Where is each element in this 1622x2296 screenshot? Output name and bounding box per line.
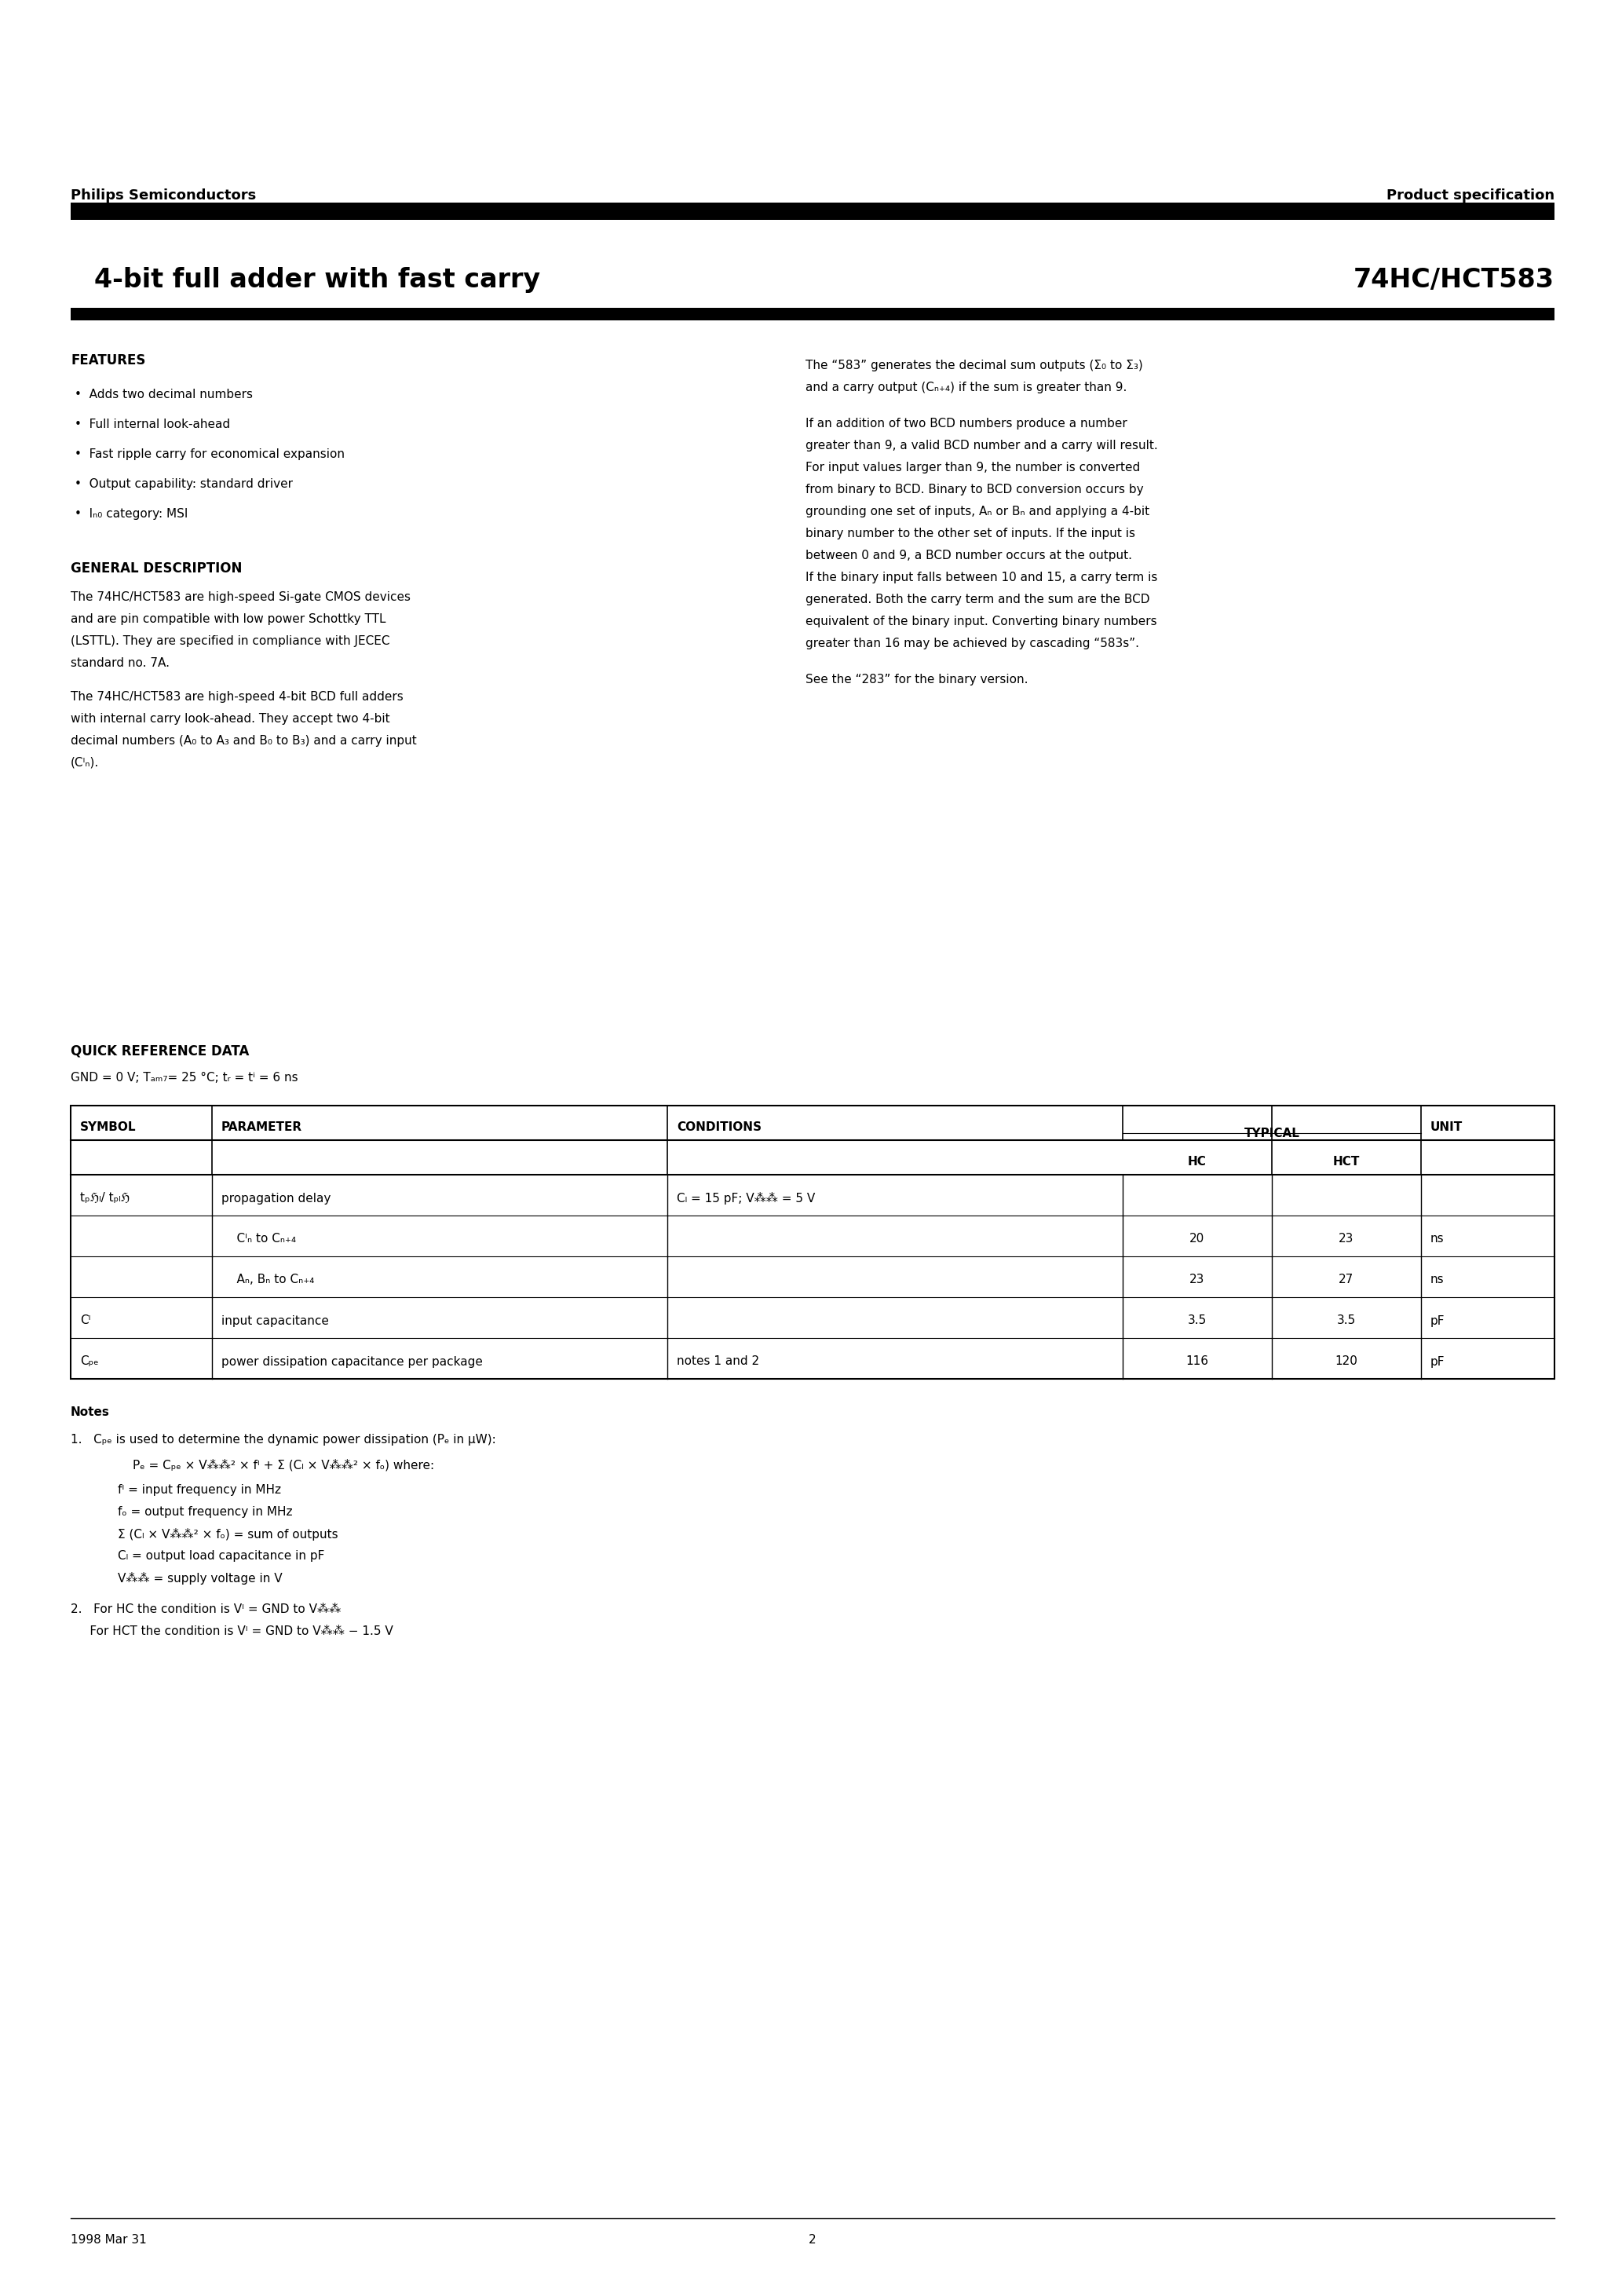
Text: 23: 23 [1338, 1233, 1354, 1244]
Text: 20: 20 [1189, 1233, 1205, 1244]
FancyBboxPatch shape [71, 202, 1554, 220]
Text: GENERAL DESCRIPTION: GENERAL DESCRIPTION [71, 563, 242, 576]
Text: (Cᴵₙ).: (Cᴵₙ). [71, 758, 99, 769]
Text: decimal numbers (A₀ to A₃ and B₀ to B₃) and a carry input: decimal numbers (A₀ to A₃ and B₀ to B₃) … [71, 735, 417, 746]
Text: 74HC/HCT583: 74HC/HCT583 [1353, 266, 1554, 294]
Text: UNIT: UNIT [1431, 1123, 1463, 1134]
Text: •  Fast ripple carry for economical expansion: • Fast ripple carry for economical expan… [75, 448, 344, 459]
Text: The “583” generates the decimal sum outputs (Σ₀ to Σ₃): The “583” generates the decimal sum outp… [805, 360, 1142, 372]
FancyBboxPatch shape [71, 308, 1554, 321]
Text: greater than 9, a valid BCD number and a carry will result.: greater than 9, a valid BCD number and a… [805, 441, 1158, 452]
Text: 3.5: 3.5 [1187, 1316, 1207, 1327]
Text: TYPICAL: TYPICAL [1244, 1127, 1299, 1139]
Text: (LSTTL). They are specified in compliance with JECEC: (LSTTL). They are specified in complianc… [71, 636, 389, 647]
Text: QUICK REFERENCE DATA: QUICK REFERENCE DATA [71, 1045, 250, 1058]
Text: Cᴵ: Cᴵ [79, 1316, 91, 1327]
Text: binary number to the other set of inputs. If the input is: binary number to the other set of inputs… [805, 528, 1135, 540]
Text: HC: HC [1187, 1157, 1207, 1169]
Text: grounding one set of inputs, Aₙ or Bₙ and applying a 4-bit: grounding one set of inputs, Aₙ or Bₙ an… [805, 505, 1148, 517]
Text: SYMBOL: SYMBOL [79, 1123, 136, 1134]
Text: PARAMETER: PARAMETER [221, 1123, 302, 1134]
Text: V⁂⁂ = supply voltage in V: V⁂⁂ = supply voltage in V [118, 1573, 282, 1584]
Text: For HCT the condition is Vᴵ = GND to V⁂⁂ − 1.5 V: For HCT the condition is Vᴵ = GND to V⁂⁂… [71, 1626, 393, 1637]
Text: tₚℌₗ/ tₚₗℌ: tₚℌₗ/ tₚₗℌ [79, 1192, 130, 1203]
Text: •  Iₙ₀ category: MSI: • Iₙ₀ category: MSI [75, 507, 188, 519]
Text: 1998 Mar 31: 1998 Mar 31 [71, 2234, 146, 2245]
Text: CONDITIONS: CONDITIONS [676, 1123, 762, 1134]
Text: ns: ns [1431, 1233, 1444, 1244]
Text: standard no. 7A.: standard no. 7A. [71, 657, 170, 668]
Text: Philips Semiconductors: Philips Semiconductors [71, 188, 256, 202]
Text: equivalent of the binary input. Converting binary numbers: equivalent of the binary input. Converti… [805, 615, 1156, 627]
Text: •  Full internal look-ahead: • Full internal look-ahead [75, 418, 230, 429]
Text: If an addition of two BCD numbers produce a number: If an addition of two BCD numbers produc… [805, 418, 1127, 429]
Text: Σ (Cₗ × V⁂⁂² × fₒ) = sum of outputs: Σ (Cₗ × V⁂⁂² × fₒ) = sum of outputs [118, 1529, 337, 1541]
Text: with internal carry look-ahead. They accept two 4-bit: with internal carry look-ahead. They acc… [71, 714, 389, 726]
Text: 23: 23 [1189, 1274, 1205, 1286]
Text: Cₗ = 15 pF; V⁂⁂ = 5 V: Cₗ = 15 pF; V⁂⁂ = 5 V [676, 1192, 816, 1205]
Text: Aₙ, Bₙ to Cₙ₊₄: Aₙ, Bₙ to Cₙ₊₄ [221, 1274, 315, 1286]
Text: propagation delay: propagation delay [221, 1192, 331, 1203]
Text: Product specification: Product specification [1387, 188, 1554, 202]
Text: 116: 116 [1186, 1355, 1208, 1368]
Text: pF: pF [1431, 1316, 1445, 1327]
Text: fₒ = output frequency in MHz: fₒ = output frequency in MHz [118, 1506, 292, 1518]
Text: •  Adds two decimal numbers: • Adds two decimal numbers [75, 388, 253, 400]
Text: The 74HC/HCT583 are high-speed Si-gate CMOS devices: The 74HC/HCT583 are high-speed Si-gate C… [71, 592, 410, 604]
Text: Cₗ = output load capacitance in pF: Cₗ = output load capacitance in pF [118, 1550, 324, 1561]
Text: Cₚₑ: Cₚₑ [79, 1355, 99, 1368]
Text: 1.   Cₚₑ is used to determine the dynamic power dissipation (Pₑ in μW):: 1. Cₚₑ is used to determine the dynamic … [71, 1433, 496, 1446]
Text: For input values larger than 9, the number is converted: For input values larger than 9, the numb… [805, 461, 1140, 473]
Text: Pₑ = Cₚₑ × V⁂⁂² × fᴵ + Σ (Cₗ × V⁂⁂² × fₒ) where:: Pₑ = Cₚₑ × V⁂⁂² × fᴵ + Σ (Cₗ × V⁂⁂² × fₒ… [102, 1458, 435, 1472]
Text: greater than 16 may be achieved by cascading “583s”.: greater than 16 may be achieved by casca… [805, 638, 1139, 650]
Text: ns: ns [1431, 1274, 1444, 1286]
Text: notes 1 and 2: notes 1 and 2 [676, 1355, 759, 1368]
Text: and are pin compatible with low power Schottky TTL: and are pin compatible with low power Sc… [71, 613, 386, 625]
Text: GND = 0 V; Tₐₘ₇= 25 °C; tᵣ = tⁱ = 6 ns: GND = 0 V; Tₐₘ₇= 25 °C; tᵣ = tⁱ = 6 ns [71, 1072, 298, 1084]
Text: fᴵ = input frequency in MHz: fᴵ = input frequency in MHz [118, 1483, 281, 1497]
Text: •  Output capability: standard driver: • Output capability: standard driver [75, 478, 294, 489]
Text: The 74HC/HCT583 are high-speed 4-bit BCD full adders: The 74HC/HCT583 are high-speed 4-bit BCD… [71, 691, 404, 703]
Text: Notes: Notes [71, 1407, 110, 1419]
Text: 4-bit full adder with fast carry: 4-bit full adder with fast carry [94, 266, 540, 294]
Text: If the binary input falls between 10 and 15, a carry term is: If the binary input falls between 10 and… [805, 572, 1156, 583]
Text: 3.5: 3.5 [1337, 1316, 1356, 1327]
Text: 2.   For HC the condition is Vᴵ = GND to V⁂⁂: 2. For HC the condition is Vᴵ = GND to V… [71, 1603, 341, 1614]
Text: between 0 and 9, a BCD number occurs at the output.: between 0 and 9, a BCD number occurs at … [805, 549, 1132, 563]
Bar [71, 1107, 1554, 1380]
Text: FEATURES: FEATURES [71, 354, 146, 367]
Text: 2: 2 [809, 2234, 816, 2245]
Text: from binary to BCD. Binary to BCD conversion occurs by: from binary to BCD. Binary to BCD conver… [805, 484, 1144, 496]
Text: Cᴵₙ to Cₙ₊₄: Cᴵₙ to Cₙ₊₄ [221, 1233, 297, 1244]
Text: pF: pF [1431, 1355, 1445, 1368]
Text: generated. Both the carry term and the sum are the BCD: generated. Both the carry term and the s… [805, 595, 1150, 606]
Text: HCT: HCT [1333, 1157, 1359, 1169]
Text: input capacitance: input capacitance [221, 1316, 329, 1327]
Text: 120: 120 [1335, 1355, 1358, 1368]
Text: See the “283” for the binary version.: See the “283” for the binary version. [805, 673, 1028, 687]
Text: power dissipation capacitance per package: power dissipation capacitance per packag… [221, 1355, 483, 1368]
Text: 27: 27 [1338, 1274, 1354, 1286]
Text: and a carry output (Cₙ₊₄) if the sum is greater than 9.: and a carry output (Cₙ₊₄) if the sum is … [805, 381, 1127, 393]
